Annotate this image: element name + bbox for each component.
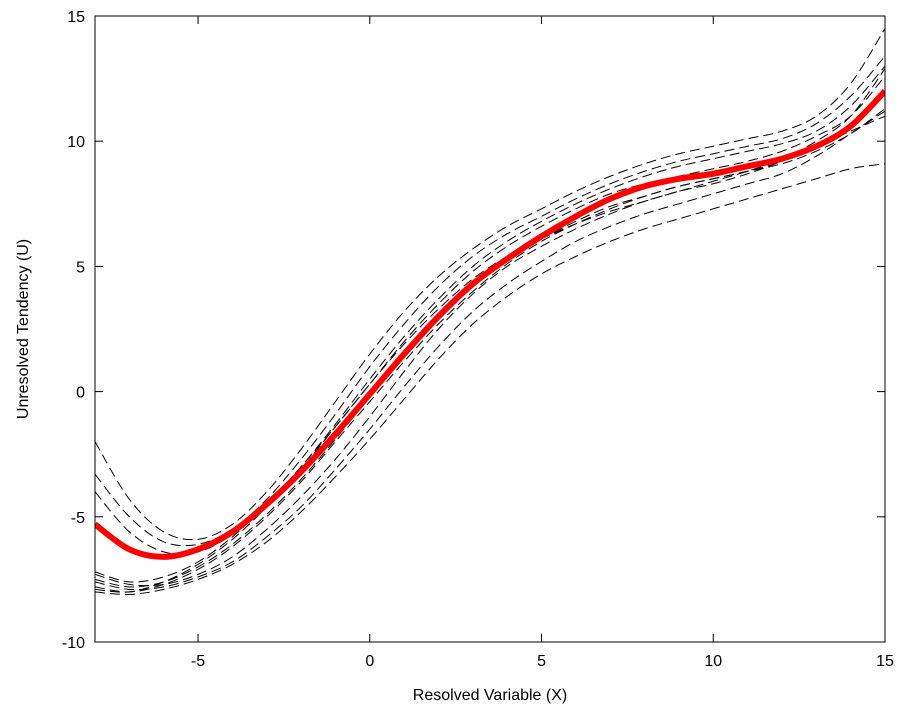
y-tick-label: -10 — [62, 635, 85, 652]
series-line-ensemble-4 — [95, 75, 885, 583]
y-axis-label: Unresolved Tendency (U) — [15, 239, 32, 419]
x-tick-label: 15 — [876, 653, 894, 670]
plot-area — [95, 16, 885, 642]
x-tick-label: 0 — [365, 653, 374, 670]
series-line-ensemble-8 — [95, 110, 885, 591]
x-tick-label: 10 — [704, 653, 722, 670]
y-tick-label: 15 — [67, 9, 85, 26]
series-line-ensemble-3 — [95, 65, 885, 555]
y-tick-label: 5 — [76, 259, 85, 276]
series-layer — [95, 28, 885, 595]
x-tick-label: 5 — [537, 653, 546, 670]
y-tick-label: -5 — [71, 510, 85, 527]
tick-layer: -5 0 5 10 15 -10 -5 0 5 10 15 — [62, 9, 894, 670]
x-tick-label: -5 — [191, 653, 205, 670]
series-line-ensemble-7 — [95, 68, 885, 587]
series-line-ensemble-1 — [95, 28, 885, 541]
series-line-mean — [95, 89, 885, 560]
x-axis-label: Resolved Variable (X) — [413, 687, 567, 704]
series-line-ensemble-9 — [95, 163, 885, 595]
y-tick-label: 0 — [76, 385, 85, 402]
series-line-ensemble-10 — [95, 115, 885, 593]
axes-box — [94, 15, 886, 643]
y-tick-label: 10 — [67, 134, 85, 151]
